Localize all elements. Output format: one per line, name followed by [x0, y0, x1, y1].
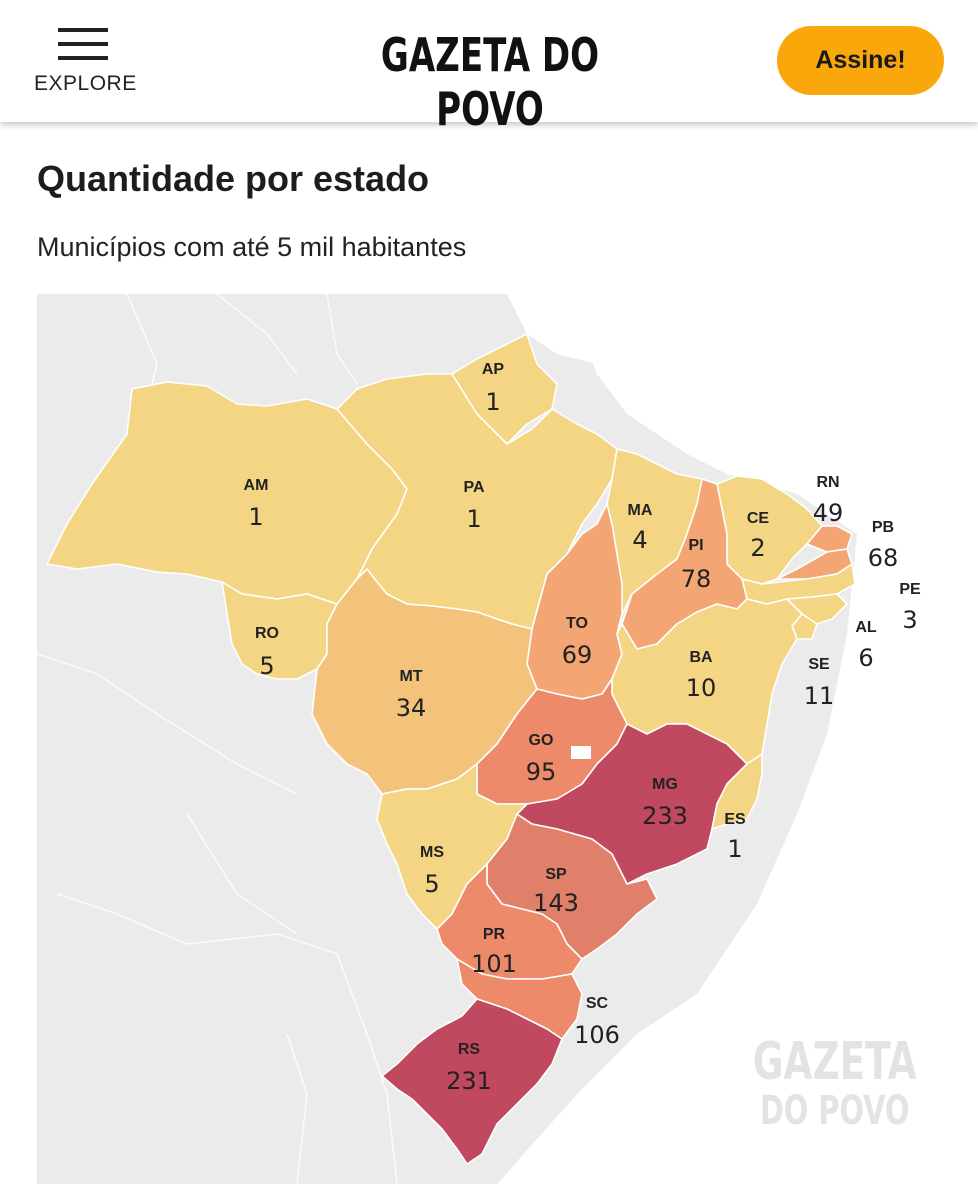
- state-value-label: 69: [562, 641, 593, 669]
- state-value-label: 143: [533, 889, 579, 917]
- state-value-label: 11: [804, 682, 835, 710]
- state-value-label: 5: [424, 870, 439, 898]
- state-value-label: 68: [868, 544, 899, 572]
- state-value-label: 4: [632, 526, 647, 554]
- state-value-label: 34: [396, 694, 427, 722]
- states-layer: [46, 333, 856, 1165]
- hamburger-icon: [58, 28, 108, 62]
- state-code-label: RN: [816, 474, 839, 491]
- state-code-label: AM: [244, 477, 269, 494]
- state-code-label: MT: [399, 668, 422, 685]
- state-code-label: TO: [566, 615, 588, 632]
- state-value-label: 2: [750, 534, 765, 562]
- page-title: Quantidade por estado: [37, 158, 430, 199]
- state-code-label: MA: [628, 502, 653, 519]
- state-code-label: MS: [420, 844, 444, 861]
- state-value-label: 95: [526, 758, 557, 786]
- state-code-label: PB: [872, 519, 894, 536]
- state-code-label: PR: [483, 926, 506, 943]
- state-value-label: 231: [446, 1067, 492, 1095]
- explore-label: EXPLORE: [34, 72, 137, 95]
- state-value-label: 78: [681, 565, 712, 593]
- explore-menu-button[interactable]: EXPLORE: [34, 28, 137, 100]
- state-value-label: 106: [574, 1021, 620, 1049]
- state-value-label: 1: [466, 505, 481, 533]
- state-code-label: SE: [808, 656, 830, 673]
- state-code-label: GO: [529, 732, 554, 749]
- state-code-label: CE: [747, 510, 770, 527]
- state-value-label: 1: [727, 835, 742, 863]
- state-code-label: SC: [586, 995, 609, 1012]
- state-value-label: 6: [858, 644, 873, 672]
- state-code-label: PE: [899, 581, 921, 598]
- state-code-label: AL: [855, 619, 877, 636]
- federal-district: [571, 746, 591, 759]
- state-value-label: 1: [248, 503, 263, 531]
- site-logo[interactable]: GAZETA DO POVO: [380, 28, 600, 136]
- state-value-label: 3: [902, 606, 917, 634]
- state-code-label: BA: [689, 649, 713, 666]
- state-code-label: ES: [724, 811, 746, 828]
- state-pr[interactable]: [436, 863, 583, 980]
- watermark-line2: DO POVO: [760, 1088, 909, 1134]
- state-code-label: MG: [652, 776, 678, 793]
- state-code-label: PI: [688, 537, 703, 554]
- subscribe-button[interactable]: Assine!: [777, 26, 944, 95]
- state-value-label: 233: [642, 802, 688, 830]
- state-value-label: 10: [686, 674, 717, 702]
- ocean: [497, 294, 978, 1184]
- watermark-line1: GAZETA: [753, 1031, 917, 1092]
- state-code-label: PA: [463, 479, 484, 496]
- state-rs[interactable]: [381, 998, 563, 1165]
- state-code-label: RS: [458, 1041, 481, 1058]
- state-value-label: 101: [471, 950, 517, 978]
- page-subtitle: Municípios com até 5 mil habitantes: [37, 232, 467, 262]
- state-value-label: 1: [485, 388, 500, 416]
- state-code-label: RO: [255, 625, 279, 642]
- top-header: EXPLORE GAZETA DO POVO Assine!: [0, 0, 978, 136]
- state-value-label: 49: [813, 499, 844, 527]
- state-code-label: AP: [482, 361, 505, 378]
- state-value-label: 5: [259, 652, 274, 680]
- brazil-map: AP 1 AM 1 PA 1 MA 4 CE 2 RN 49 PB 68 PE 3 PI 78 AL 6 TO 69 SE 1…: [37, 294, 978, 1184]
- state-es[interactable]: [711, 753, 763, 830]
- state-code-label: SP: [545, 866, 567, 883]
